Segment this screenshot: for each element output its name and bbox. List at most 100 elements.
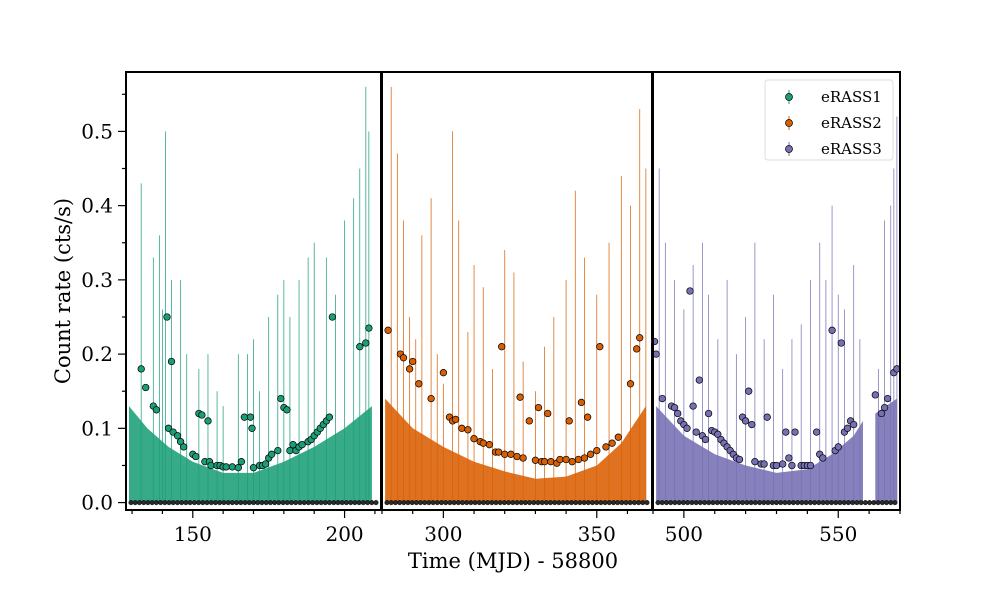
zero-point [710, 500, 716, 506]
data-point [556, 455, 564, 464]
data-point [498, 343, 506, 351]
zero-point [799, 500, 805, 506]
data-point [785, 454, 793, 462]
panel-erass3: 500 550 [650, 71, 901, 546]
data-point [772, 461, 781, 470]
zero-point [276, 500, 282, 506]
zero-point [552, 500, 558, 506]
data-point [782, 428, 790, 436]
zero-point [405, 500, 411, 506]
zero-point [301, 500, 307, 506]
zero-point [430, 500, 436, 506]
zero-point [128, 500, 134, 506]
zero-point [841, 500, 847, 506]
zero-point [397, 500, 403, 506]
zero-point [246, 500, 252, 506]
zero-point [719, 500, 725, 506]
zero-point [714, 500, 720, 506]
data-point [602, 443, 610, 451]
data-point [760, 460, 768, 468]
zero-point [585, 500, 591, 506]
data-point [751, 458, 759, 466]
zero-point [284, 500, 290, 506]
zero-point [434, 500, 440, 506]
data-point [596, 343, 604, 351]
data-point [246, 413, 255, 421]
data-point [479, 439, 487, 447]
zero-point [812, 500, 818, 506]
zero-point [418, 500, 424, 506]
zero-point [460, 500, 466, 506]
zero-point [183, 500, 189, 506]
data-point [745, 387, 753, 395]
zero-point [867, 500, 873, 506]
data-point [843, 424, 852, 432]
zero-point [581, 500, 587, 506]
zero-point [238, 500, 244, 506]
data-point [234, 464, 242, 472]
zero-point [476, 500, 482, 506]
zero-point [833, 500, 839, 506]
zero-point [757, 500, 763, 506]
zero-point [807, 500, 813, 506]
data-point [248, 424, 256, 432]
zero-point [672, 500, 678, 506]
data-point [683, 424, 691, 432]
zero-point [506, 500, 512, 506]
zero-point [314, 500, 320, 506]
data-point [779, 460, 787, 468]
zero-point [668, 500, 674, 506]
zero-point [875, 500, 881, 506]
data-point [399, 354, 408, 362]
data-point [458, 424, 466, 432]
zero-point [888, 500, 894, 506]
zero-point [765, 500, 771, 506]
data-point [574, 455, 583, 464]
zero-point [594, 500, 600, 506]
zero-point [153, 500, 159, 506]
data-point [593, 446, 601, 455]
data-point [249, 464, 258, 472]
zero-point [468, 500, 474, 506]
x-tick-label: 200 [325, 522, 363, 546]
zero-point [514, 500, 520, 506]
zero-point [659, 500, 665, 506]
zero-point [640, 500, 646, 506]
data-point [485, 441, 494, 449]
data-point [788, 461, 796, 470]
zero-point [803, 500, 809, 506]
zero-point [472, 500, 478, 506]
data-point [670, 403, 679, 412]
zero-point [556, 500, 562, 506]
zero-point [497, 500, 503, 506]
zero-point [623, 500, 629, 506]
zero-point [388, 500, 394, 506]
zero-point [234, 500, 240, 506]
zero-point [535, 500, 541, 506]
data-point [356, 343, 364, 351]
zero-point [259, 500, 265, 506]
legend-marker [785, 93, 793, 101]
zero-point [170, 500, 176, 506]
data-point [137, 365, 145, 373]
zero-point [786, 500, 792, 506]
zero-point [204, 500, 210, 506]
zero-point [158, 500, 164, 506]
zero-point [187, 500, 193, 506]
data-point [439, 369, 448, 377]
panels-layer: 150 200 300 350 500 550 [125, 71, 901, 546]
zero-point [723, 500, 729, 506]
zero-point [451, 500, 457, 506]
zero-point [731, 500, 737, 506]
data-point [268, 450, 276, 458]
data-point [692, 428, 700, 436]
data-point [806, 461, 815, 470]
data-point [513, 452, 521, 461]
data-point [409, 357, 417, 366]
zero-point [829, 500, 835, 506]
data-point [674, 409, 682, 418]
legend-marker [785, 145, 793, 153]
legend-label: eRASS2 [821, 114, 882, 132]
zero-point [740, 500, 746, 506]
zero-point [602, 500, 608, 506]
